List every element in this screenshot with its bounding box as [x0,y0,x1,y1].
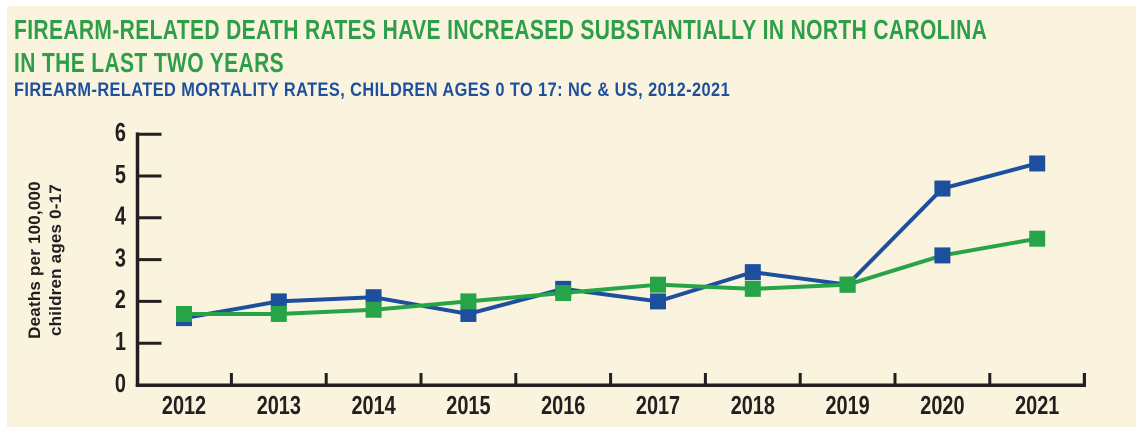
y-tick-label: 1 [115,327,126,356]
series-US-marker [839,276,856,293]
y-axis-title-line1: Deaths per 100,000 [25,181,44,339]
x-tick-label: 2019 [825,391,869,420]
x-tick-label: 2015 [446,391,490,420]
x-tick-label: 2016 [541,391,585,420]
y-tick-label: 4 [115,201,126,230]
x-tick-label: 2013 [257,391,301,420]
series-NC-marker [365,289,382,306]
series-US-marker [1029,230,1046,247]
series-NC-marker [270,293,287,310]
chart-canvas: 0 1 2 3 4 5 6 2012 2013 2014 2015 2016 2017 2018 2019 2… [115,118,1087,420]
series-NC-marker [744,264,761,281]
line-chart: Deaths per 100,000 children ages 0-17 0 1… [0,118,1140,430]
series-US-marker [934,247,951,264]
y-axis-title-line2: children ages 0-17 [46,184,65,336]
x-tick-label: 2014 [351,391,395,420]
series-NC-marker [650,293,666,310]
series-US-marker [555,285,572,302]
series-NC-marker [460,305,477,322]
x-tick-label: 2020 [920,391,964,420]
y-tick-label: 3 [115,243,126,272]
y-tick-label: 5 [115,159,126,188]
series-NC-marker [1029,155,1046,172]
series-NC-line [183,161,1038,321]
series-US-line [184,236,1038,316]
y-axis-title: Deaths per 100,000 children ages 0-17 [24,155,68,365]
chart-panel [7,6,1136,427]
y-tick-label: 0 [115,368,126,397]
x-tick-label: 2012 [162,391,206,420]
y-tick-label: 2 [115,285,126,314]
x-tick-label: 2021 [1015,391,1059,420]
series-US-marker [460,293,477,310]
series-US-marker [744,280,761,297]
series-US-marker [650,276,666,293]
series-US-marker [365,301,382,318]
x-tick-label: 2017 [636,391,680,420]
series-US-marker [176,305,192,322]
page-title: FIREARM-RELATED DEATH RATES HAVE INCREAS… [14,14,987,78]
y-tick-label: 6 [115,120,126,147]
series-NC-marker [934,180,951,197]
x-tick-label: 2018 [731,391,775,420]
series-US-marker [270,305,287,322]
chart-subtitle: FIREARM-RELATED MORTALITY RATES, CHILDRE… [14,80,731,101]
